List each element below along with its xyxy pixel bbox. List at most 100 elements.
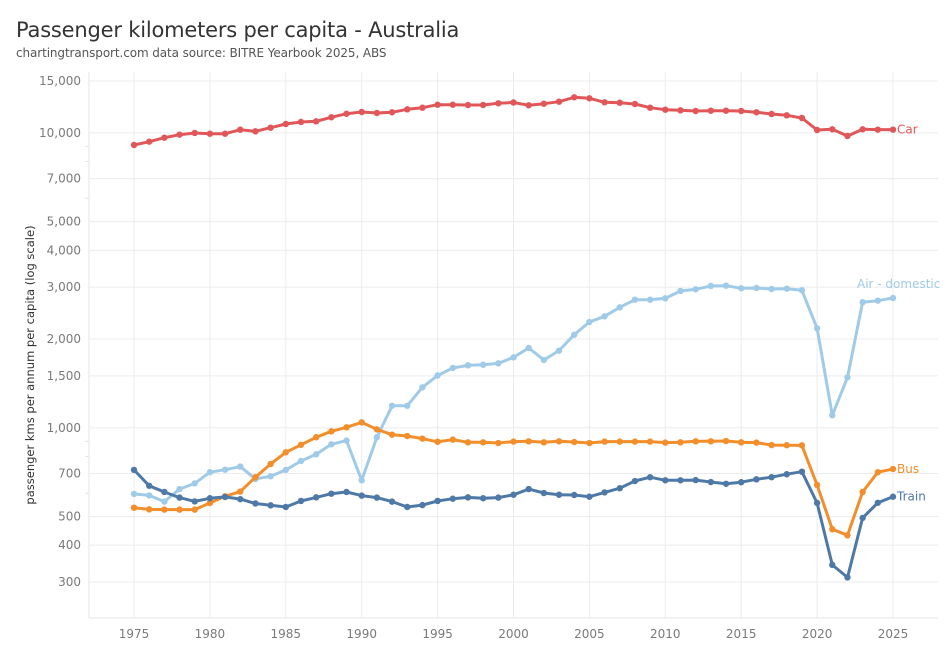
data-point-air-domestic[interactable]	[328, 441, 335, 448]
data-point-train[interactable]	[798, 468, 806, 475]
data-point-car[interactable]	[510, 99, 517, 106]
data-point-bus[interactable]	[267, 460, 274, 468]
data-point-train[interactable]	[768, 474, 775, 481]
data-point-bus[interactable]	[586, 439, 593, 447]
data-point-car[interactable]	[722, 107, 730, 114]
data-point-bus[interactable]	[571, 438, 578, 446]
data-point-air-domestic[interactable]	[237, 463, 244, 470]
data-point-bus[interactable]	[753, 439, 760, 446]
data-point-air-domestic[interactable]	[145, 492, 153, 499]
data-point-bus[interactable]	[449, 436, 456, 443]
data-point-air-domestic[interactable]	[646, 296, 654, 303]
data-point-car[interactable]	[738, 107, 745, 115]
data-point-bus[interactable]	[677, 439, 684, 446]
data-point-bus[interactable]	[646, 438, 654, 445]
data-point-car[interactable]	[662, 106, 669, 113]
data-point-bus[interactable]	[874, 469, 882, 476]
data-point-air-domestic[interactable]	[358, 477, 365, 484]
data-point-train[interactable]	[889, 493, 897, 500]
data-point-air-domestic[interactable]	[479, 361, 487, 368]
data-point-train[interactable]	[419, 501, 426, 509]
data-point-air-domestic[interactable]	[813, 325, 821, 332]
data-point-car[interactable]	[388, 109, 396, 116]
data-point-air-domestic[interactable]	[631, 296, 639, 303]
data-point-train[interactable]	[434, 497, 441, 505]
data-point-air-domestic[interactable]	[191, 480, 198, 487]
data-point-air-domestic[interactable]	[540, 356, 548, 364]
data-point-bus[interactable]	[616, 438, 623, 445]
data-point-car[interactable]	[297, 118, 305, 126]
data-point-train[interactable]	[707, 478, 715, 486]
data-point-bus[interactable]	[692, 438, 699, 445]
data-point-air-domestic[interactable]	[586, 318, 593, 326]
data-point-car[interactable]	[783, 112, 790, 119]
data-point-air-domestic[interactable]	[419, 384, 426, 391]
data-point-air-domestic[interactable]	[206, 469, 214, 476]
data-point-bus[interactable]	[525, 438, 532, 445]
data-point-car[interactable]	[267, 124, 274, 131]
data-point-bus[interactable]	[176, 506, 183, 513]
data-point-train[interactable]	[328, 490, 335, 497]
data-point-car[interactable]	[768, 110, 775, 118]
data-point-car[interactable]	[753, 109, 760, 116]
data-point-bus[interactable]	[343, 424, 350, 431]
data-point-train[interactable]	[464, 494, 472, 501]
data-point-car[interactable]	[844, 132, 851, 140]
data-point-train[interactable]	[646, 474, 654, 481]
data-point-bus[interactable]	[404, 432, 411, 440]
data-point-air-domestic[interactable]	[677, 287, 684, 295]
data-point-bus[interactable]	[191, 506, 198, 513]
data-point-train[interactable]	[358, 492, 365, 499]
data-point-car[interactable]	[677, 107, 684, 114]
data-point-bus[interactable]	[145, 506, 153, 513]
data-point-bus[interactable]	[479, 439, 487, 446]
data-point-bus[interactable]	[161, 506, 168, 513]
data-point-car[interactable]	[464, 101, 472, 109]
data-point-air-domestic[interactable]	[434, 372, 441, 379]
data-point-car[interactable]	[525, 102, 532, 109]
data-point-bus[interactable]	[813, 481, 821, 489]
data-point-car[interactable]	[798, 114, 806, 122]
data-point-air-domestic[interactable]	[282, 466, 289, 474]
data-point-train[interactable]	[282, 503, 289, 511]
data-point-car[interactable]	[191, 129, 198, 137]
data-point-car[interactable]	[646, 104, 654, 111]
data-point-car[interactable]	[601, 99, 608, 106]
data-point-air-domestic[interactable]	[343, 437, 350, 444]
data-point-car[interactable]	[449, 101, 456, 108]
data-point-train[interactable]	[631, 477, 639, 485]
data-point-air-domestic[interactable]	[738, 285, 745, 292]
data-point-air-domestic[interactable]	[221, 466, 229, 473]
data-point-air-domestic[interactable]	[267, 473, 274, 480]
data-point-car[interactable]	[130, 141, 138, 149]
data-point-air-domestic[interactable]	[404, 402, 411, 409]
data-point-air-domestic[interactable]	[388, 402, 396, 409]
data-point-car[interactable]	[479, 101, 487, 109]
data-point-air-domestic[interactable]	[798, 287, 806, 294]
data-point-train[interactable]	[540, 489, 548, 497]
data-point-car[interactable]	[571, 94, 578, 101]
data-point-air-domestic[interactable]	[859, 299, 866, 306]
data-point-train[interactable]	[586, 493, 593, 500]
data-point-train[interactable]	[388, 498, 396, 505]
data-point-air-domestic[interactable]	[130, 490, 138, 498]
data-point-train[interactable]	[662, 477, 669, 484]
data-point-air-domestic[interactable]	[707, 282, 715, 290]
data-point-train[interactable]	[844, 574, 851, 581]
data-point-train[interactable]	[495, 494, 502, 501]
data-point-air-domestic[interactable]	[373, 434, 381, 441]
data-point-train[interactable]	[722, 480, 730, 487]
data-point-bus[interactable]	[328, 428, 335, 435]
data-point-air-domestic[interactable]	[510, 354, 517, 361]
data-point-air-domestic[interactable]	[889, 294, 897, 302]
data-point-bus[interactable]	[798, 442, 806, 449]
data-point-bus[interactable]	[464, 439, 472, 446]
data-point-train[interactable]	[206, 495, 214, 502]
data-point-air-domestic[interactable]	[571, 331, 578, 338]
data-point-car[interactable]	[145, 138, 153, 145]
data-point-train[interactable]	[874, 499, 882, 506]
data-point-air-domestic[interactable]	[464, 362, 472, 369]
data-point-bus[interactable]	[631, 438, 639, 445]
data-point-car[interactable]	[889, 126, 897, 133]
data-point-bus[interactable]	[829, 526, 836, 533]
